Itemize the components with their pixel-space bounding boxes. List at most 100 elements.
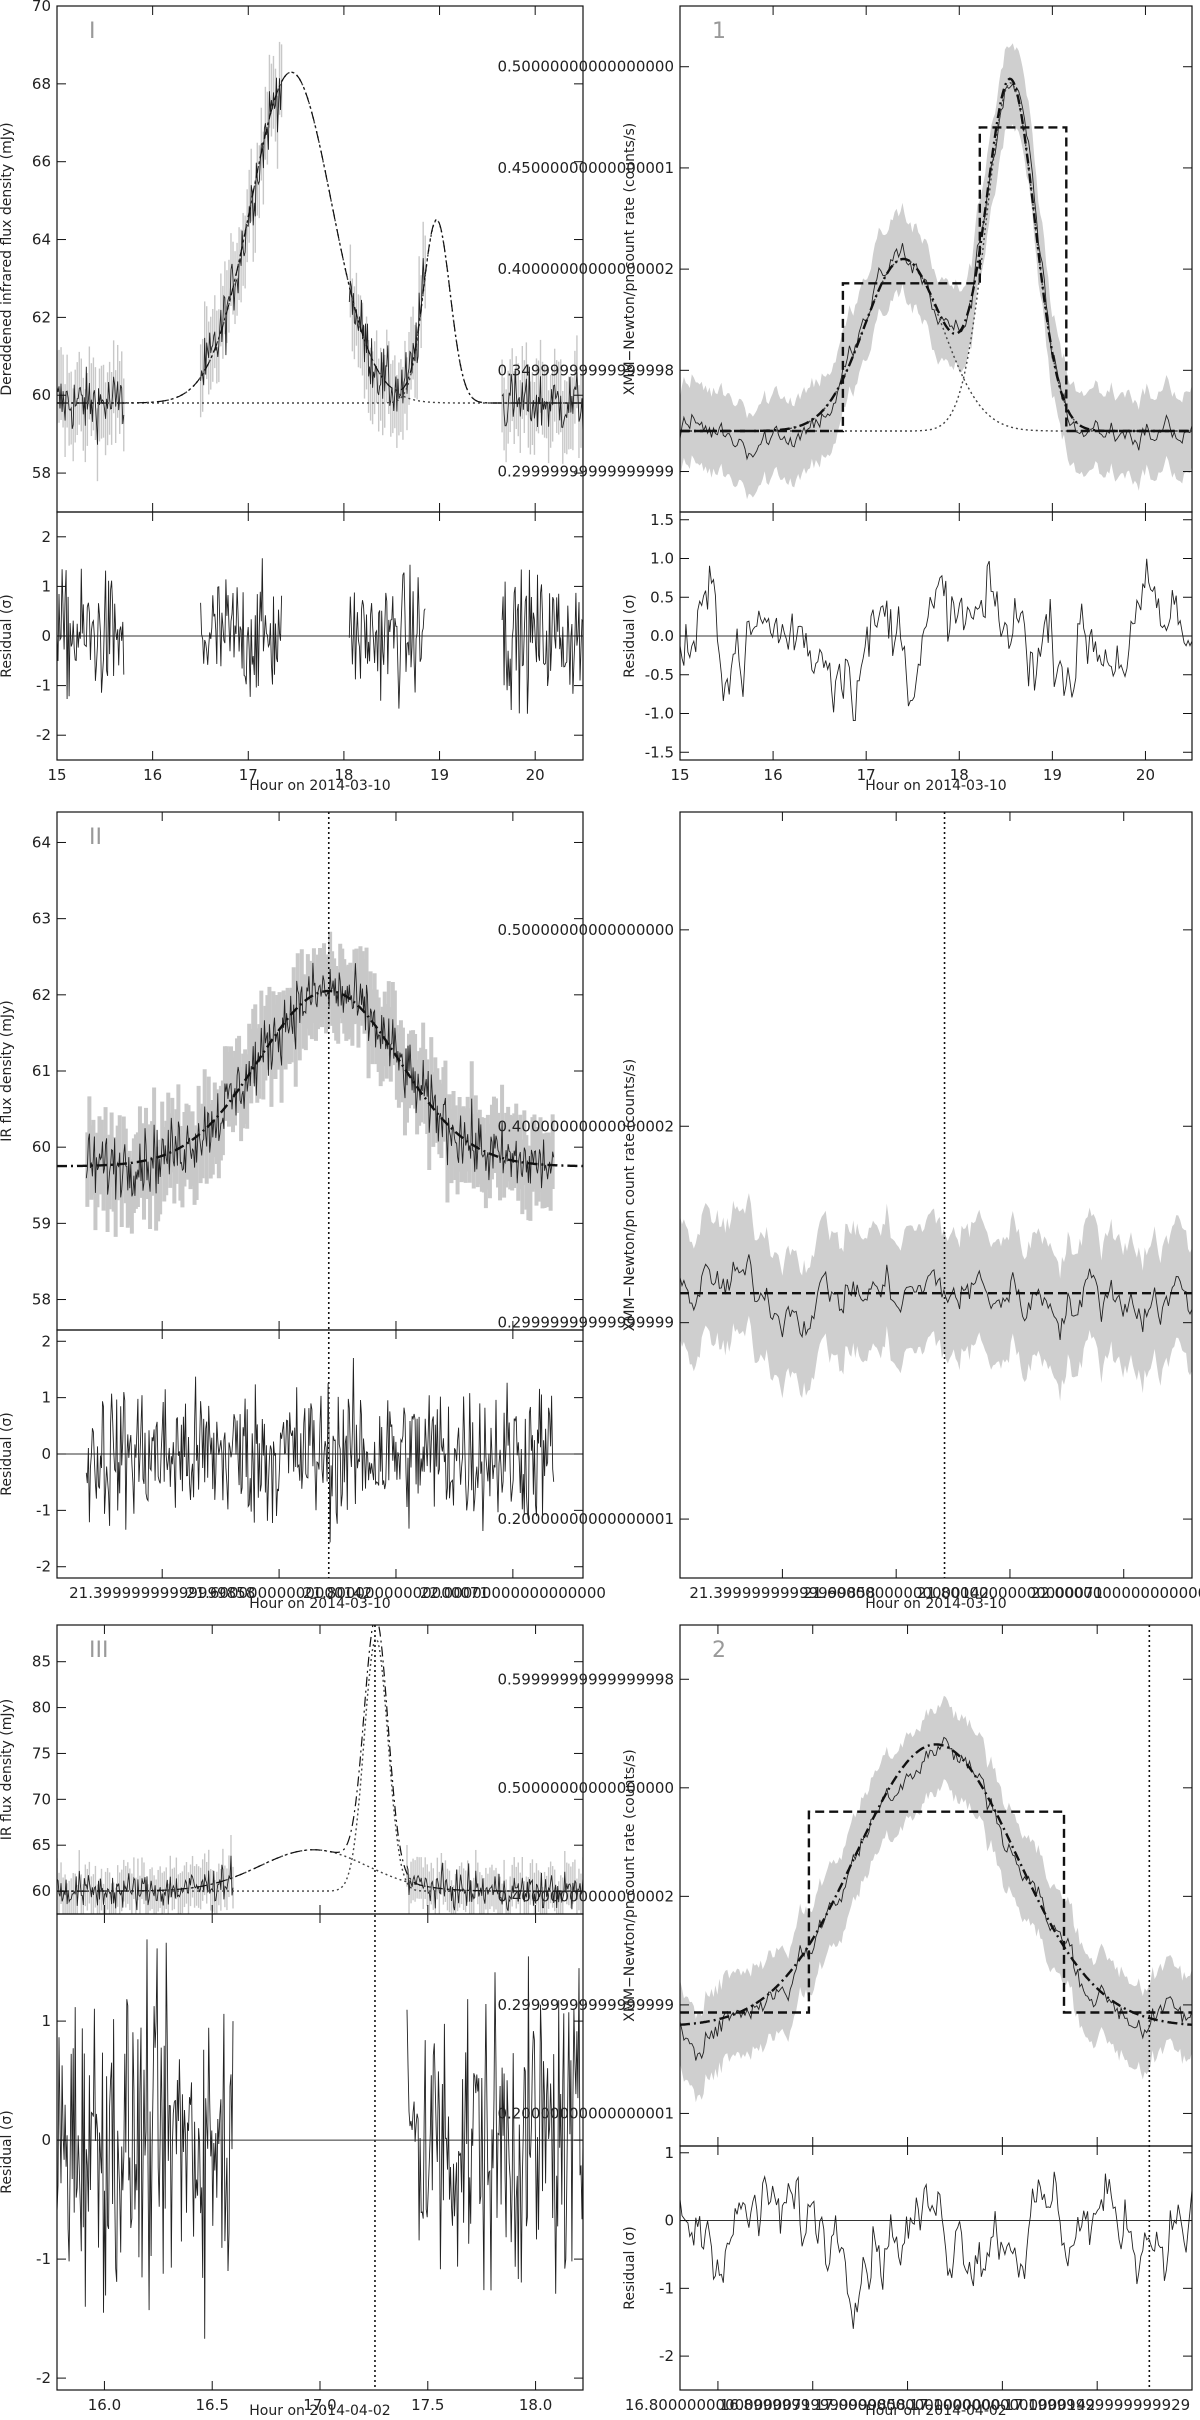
y-tick-label: 80 [32,1699,51,1717]
x-tick-label: 19 [1043,766,1062,784]
data-layer [57,931,583,1237]
x-tick-label: 21.80000000000000071 [917,1584,1103,1602]
x-tick-label: 17.5 [411,2396,444,2414]
y-tick-label: 2 [41,1332,51,1350]
data-line [200,77,283,386]
y-tick-label: 0.59999999999999998 [497,1670,674,1688]
data-line [85,962,555,1200]
residual-layer [680,2171,1192,2329]
y-tick-label: 2 [41,528,51,546]
y-axis-title: IR flux density (mJy) [0,1000,15,1142]
x-tick-label: 15 [47,766,66,784]
y-tick-label: -1 [36,677,51,695]
main-frame [679,811,1193,1579]
data-line [680,1254,1192,1340]
residual-axis-title: Residual (σ) [0,1412,15,1495]
residual-line [680,558,1192,722]
panel-ii: 58 59 60 61 62 63 64 II IR flux density (mJy) -2 -… [0,811,606,1612]
y-tick-label: 0.34999999999999998 [497,361,674,379]
y-tick-label: 64 [32,833,51,851]
y-tick-label: 0 [41,627,51,645]
y-tick-label: 0.40000000000000002 [497,1117,674,1135]
residual-line [57,1939,234,2339]
y-tick-label: -1 [36,2250,51,2268]
x-axis-title: Hour on 2014-04-02 [249,2403,390,2419]
data-line [348,258,426,412]
residual-frame [679,2145,1193,2391]
panel-label: I [89,19,96,44]
y-tick-label: -1.5 [645,743,674,761]
x-tick-label: 17.0 [303,2396,336,2414]
y-tick-label: 0.29999999999999999 [497,1314,674,1332]
panel-label: 1 [712,19,726,44]
y-tick-label: -1 [36,1501,51,1519]
model-curve [57,1625,583,1892]
x-tick-label: 17.19999999999999929 [1004,2396,1190,2414]
bayesian-blocks [680,1810,1192,2014]
y-axis-title: XMM−Newton/pn count rate (counts/s) [622,123,638,395]
model-curve [680,1743,1192,2026]
x-tick-label: 17.00000000000000000 [815,2396,1001,2414]
panel-1: 0.29999999999999999 0.34999999999999998 0.… [497,5,1193,794]
x-tick-label: 16.0 [88,2396,121,2414]
residual-layer [57,1357,583,1543]
data-line [406,1862,583,1911]
y-axis-title: XMM−Newton/pn count rate (counts/s) [622,1059,638,1331]
x-tick-label: 17.10000000000000142 [909,2396,1095,2414]
x-tick-label: 16.89999999999999858 [720,2396,906,2414]
data-layer [57,1625,583,1914]
y-tick-label: 62 [32,308,51,326]
y-tick-label: -2 [36,2369,51,2387]
data-line [501,366,583,432]
model-curve [57,71,583,404]
y-tick-label: 68 [32,75,51,93]
y-tick-label: 0.20000000000000001 [497,1510,674,1528]
residual-layer [680,558,1192,722]
residual-axis-title: Residual (σ) [622,2226,638,2309]
y-tick-label: -2 [36,1558,51,1576]
y-axis-title: Dereddened infrared flux density (mJy) [0,122,15,395]
data-layer [680,1193,1192,1402]
y-tick-label: 60 [32,386,51,404]
y-tick-label: 1 [41,1389,51,1407]
y-axis-title: IR flux density (mJy) [0,1699,15,1841]
panel-label: III [89,1638,108,1663]
y-tick-label: 58 [32,464,51,482]
y-tick-label: -0.5 [645,666,674,684]
panel-label: 2 [712,1638,726,1663]
x-tick-label: 16.5 [196,2396,229,2414]
y-tick-label: 63 [32,910,51,928]
data-line [680,1736,1192,2061]
y-tick-label: 60 [32,1882,51,1900]
x-tick-label: 18 [950,766,969,784]
uncertainty-band [680,1695,1192,2103]
y-tick-label: 0.5 [650,588,674,606]
y-tick-label: 0 [41,2131,51,2149]
data-line [680,82,1192,461]
x-tick-label: 17 [239,766,258,784]
component-curve [680,82,1192,432]
residual-axis-title: Residual (σ) [622,594,638,677]
x-tick-label: 20 [1136,766,1155,784]
y-tick-label: 85 [32,1653,51,1671]
data-layer [680,1695,1192,2103]
x-tick-label: 15 [670,766,689,784]
x-axis-title: Hour on 2014-03-10 [249,778,390,794]
y-tick-label: 70 [32,0,51,15]
component-curve [57,71,583,404]
uncertainty-band [680,43,1192,500]
x-tick-label: 21.60000000000000142 [803,1584,989,1602]
residual-line [348,564,426,709]
y-tick-label: -1 [659,2279,674,2297]
y-tick-label: 0.20000000000000001 [497,2104,674,2122]
y-tick-label: 64 [32,231,51,249]
main-frame [679,1624,1193,2147]
residual-line [501,569,583,714]
x-tick-label: 17 [857,766,876,784]
residual-layer [57,1939,583,2339]
model-curve [57,989,583,1168]
y-tick-label: 1 [41,577,51,595]
panel-iix: 0.20000000000000001 0.29999999999999999 0.… [497,811,1200,1612]
residual-axis-title: Residual (σ) [0,594,15,677]
y-tick-label: 61 [32,1062,51,1080]
